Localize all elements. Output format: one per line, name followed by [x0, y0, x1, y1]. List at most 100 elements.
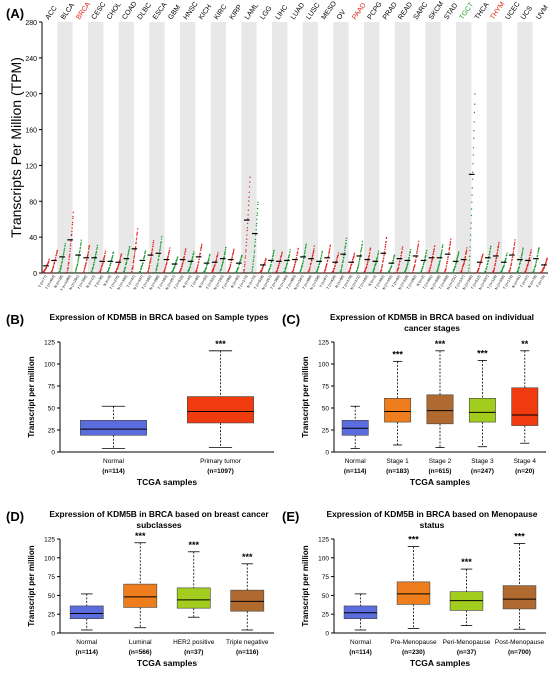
group-label: T (n=518)	[253, 275, 264, 291]
expression-point	[498, 243, 500, 245]
expression-point	[264, 261, 266, 263]
expression-point	[83, 271, 85, 273]
x-tick-n-label: (n=20)	[515, 468, 534, 475]
significance-stars: ***	[242, 552, 253, 562]
expression-point	[464, 255, 467, 258]
group-label: T (n=66)	[190, 275, 200, 289]
expression-point	[532, 270, 535, 273]
cancer-band	[149, 22, 165, 273]
expression-point	[533, 269, 536, 271]
cancer-type-label: BRCA	[75, 1, 92, 21]
group-label: N (n=171)	[350, 275, 362, 291]
expression-point	[468, 264, 470, 266]
expression-point	[452, 271, 454, 274]
expression-point	[534, 264, 537, 267]
expression-point	[107, 270, 110, 272]
expression-point	[359, 257, 361, 260]
expression-point	[133, 259, 135, 262]
expression-point	[442, 244, 444, 246]
expression-point	[78, 256, 80, 258]
expression-point	[123, 270, 126, 272]
expression-point	[494, 262, 497, 265]
expression-point	[439, 261, 441, 263]
expression-point	[522, 247, 524, 249]
expression-point	[497, 248, 499, 251]
expression-point	[351, 260, 354, 262]
expression-point	[409, 252, 411, 254]
expression-point	[128, 245, 131, 248]
expression-point	[125, 261, 128, 263]
expression-point	[396, 269, 399, 272]
expression-point	[406, 263, 409, 266]
expression-point	[446, 260, 449, 263]
expression-point	[357, 266, 359, 268]
expression-point	[286, 263, 289, 265]
expression-point	[496, 254, 498, 256]
expression-point	[312, 250, 315, 253]
expression-point	[244, 263, 246, 266]
expression-point	[478, 265, 481, 268]
chart-title: Expression of KDM5B in BRCA based on bre…	[49, 509, 269, 530]
group-label: N (n=3)	[368, 275, 378, 287]
group-label: T (n=519)	[173, 275, 184, 291]
expression-point	[247, 214, 249, 216]
y-tick-label: 125	[44, 340, 55, 347]
expression-point	[278, 264, 280, 266]
expression-point	[422, 263, 425, 265]
expression-point	[288, 256, 290, 259]
expression-point	[416, 248, 419, 250]
expression-point	[119, 259, 121, 261]
expression-point	[307, 271, 309, 274]
expression-point	[473, 111, 476, 114]
expression-point	[69, 250, 71, 253]
expression-point	[514, 241, 516, 243]
expression-point	[201, 243, 203, 246]
expression-point	[191, 258, 194, 260]
expression-point	[45, 266, 48, 268]
group-label: T (n=79)	[536, 275, 546, 289]
expression-point	[501, 269, 503, 271]
expression-point	[224, 248, 227, 251]
expression-point	[56, 249, 58, 252]
expression-point	[374, 266, 376, 268]
expression-point	[293, 265, 296, 268]
expression-point	[251, 271, 253, 274]
expression-point	[256, 207, 259, 210]
cancer-type-label: BLCA	[60, 2, 76, 21]
expression-point	[134, 250, 136, 252]
expression-point	[171, 271, 174, 274]
expression-point	[78, 251, 81, 254]
expression-point	[222, 260, 225, 262]
expression-point	[67, 266, 69, 269]
expression-point	[321, 253, 323, 255]
expression-point	[249, 176, 251, 179]
expression-point	[55, 257, 57, 259]
significance-stars: ***	[477, 348, 488, 358]
expression-point	[53, 262, 56, 265]
expression-point	[211, 271, 213, 273]
expression-point	[407, 262, 409, 265]
group-label: N (n=91)	[511, 275, 522, 289]
expression-point	[438, 262, 441, 264]
expression-point	[232, 251, 235, 253]
expression-point	[172, 269, 175, 271]
expression-point	[212, 268, 215, 271]
expression-point	[360, 249, 362, 251]
group-label: T (n=523)	[205, 275, 216, 291]
expression-point	[175, 261, 177, 263]
expression-point	[429, 269, 431, 271]
expression-point	[155, 269, 158, 272]
expression-point	[135, 237, 138, 239]
expression-point	[277, 266, 280, 268]
expression-point	[144, 250, 147, 252]
expression-point	[179, 271, 181, 273]
cancer-band	[333, 22, 349, 273]
expression-point	[87, 253, 89, 255]
cancer-type-label: DLBC	[137, 2, 153, 21]
expression-point	[252, 263, 254, 265]
expression-point	[124, 268, 126, 270]
group-label: N (n=88)	[335, 275, 346, 289]
group-label: N (n=207)	[165, 275, 177, 291]
expression-point	[270, 263, 272, 266]
significance-stars: ***	[435, 339, 446, 349]
